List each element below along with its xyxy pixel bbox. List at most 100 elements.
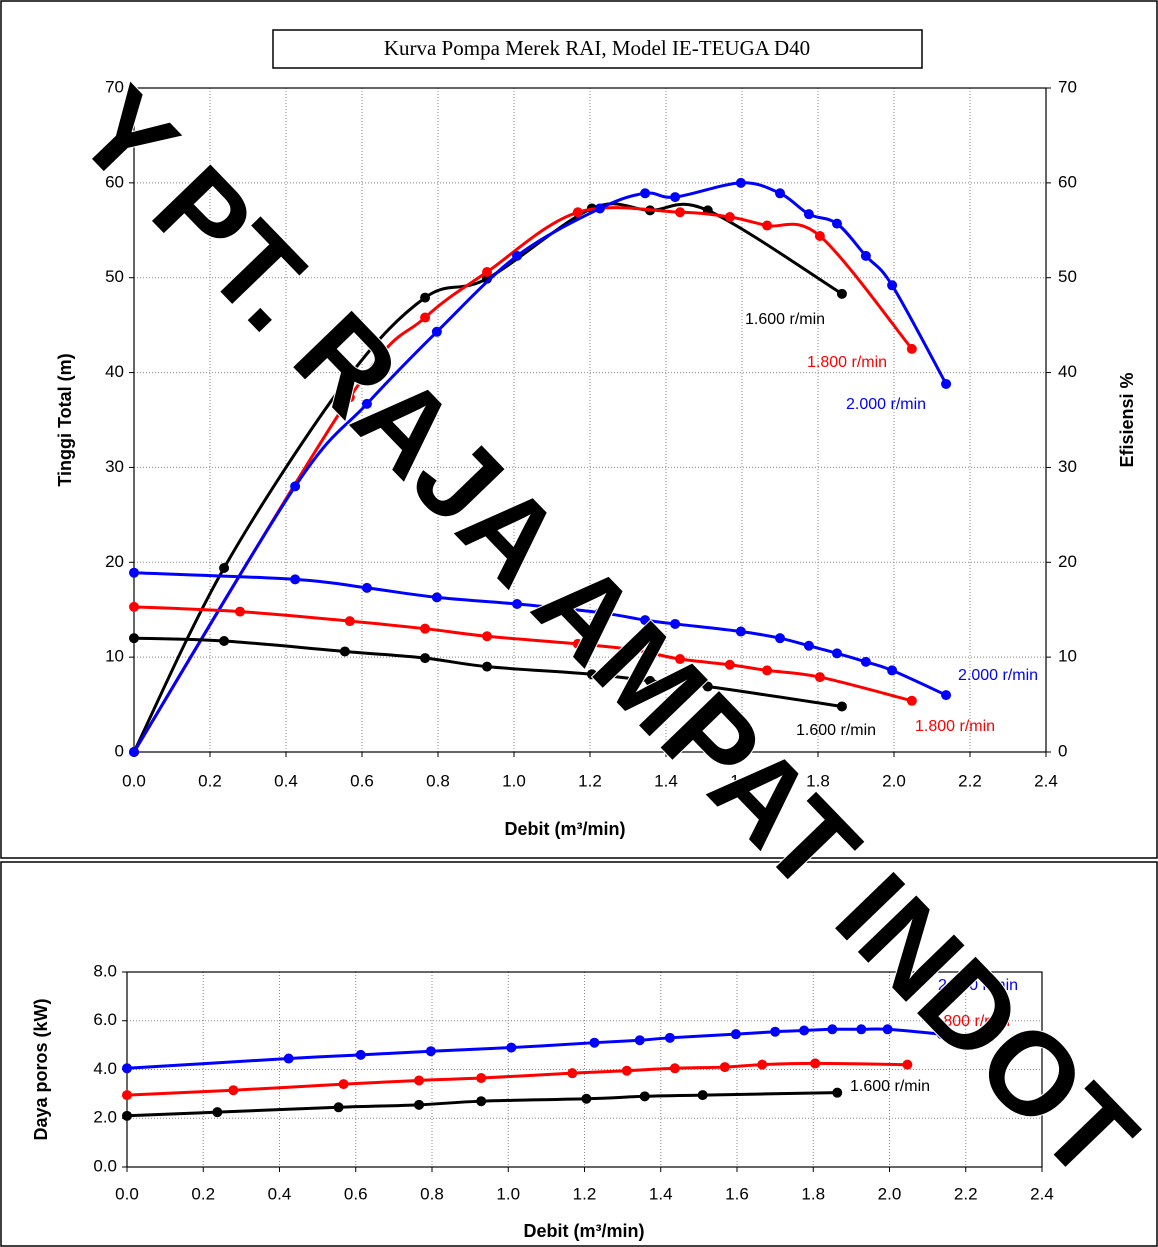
y-axis-title: Tinggi Total (m): [55, 353, 75, 486]
data-point: [512, 250, 523, 261]
data-point: [129, 601, 139, 612]
series-label: 1.600 r/min: [850, 1078, 930, 1095]
x-tick-label: 0.4: [268, 1184, 292, 1203]
data-point: [476, 1096, 487, 1107]
y2-tick-label: 10: [1058, 647, 1077, 666]
data-point: [594, 203, 605, 214]
data-point: [290, 481, 301, 492]
y-tick-label: 40: [105, 362, 124, 381]
data-point: [129, 633, 139, 644]
data-point: [675, 654, 686, 665]
data-point: [219, 636, 230, 647]
data-point: [941, 378, 952, 389]
x-tick-label: 0.2: [191, 1184, 215, 1203]
series-label: 1.600 r/min: [796, 722, 876, 739]
data-point: [735, 626, 746, 637]
y2-tick-label: 60: [1058, 172, 1077, 191]
plot-area: [134, 88, 1046, 752]
data-point: [906, 343, 917, 354]
y-tick-label: 8.0: [93, 961, 117, 980]
data-point: [906, 695, 917, 706]
data-point: [339, 377, 350, 388]
data-point: [506, 1042, 517, 1053]
series-label: 1.600 r/min: [745, 311, 825, 328]
data-point: [572, 207, 583, 218]
data-point: [589, 1037, 600, 1048]
x-tick-label: 2.2: [954, 1184, 978, 1203]
data-point: [482, 661, 493, 672]
data-point: [936, 1029, 947, 1040]
data-point: [420, 312, 431, 323]
data-point: [420, 292, 431, 303]
y-tick-label: 70: [105, 77, 124, 96]
y2-tick-label: 20: [1058, 552, 1077, 571]
data-point: [581, 1093, 592, 1104]
data-point: [512, 599, 523, 610]
title-box: [272, 29, 923, 69]
data-point: [810, 1058, 821, 1069]
data-point: [639, 1091, 650, 1102]
x-tick-label: 1.4: [649, 1184, 673, 1203]
x-axis-title: Debit (m³/min): [524, 1221, 645, 1241]
data-point: [235, 606, 246, 617]
x-tick-label: 2.0: [882, 771, 906, 790]
data-point: [283, 1053, 294, 1064]
data-point: [832, 648, 842, 659]
data-point: [122, 1110, 132, 1121]
data-point: [664, 1032, 675, 1043]
y2-tick-label: 0: [1058, 741, 1067, 760]
data-point: [882, 1024, 893, 1035]
data-point: [640, 188, 651, 199]
data-point: [567, 1068, 578, 1079]
y-tick-label: 10: [105, 647, 124, 666]
data-point: [902, 1059, 913, 1070]
data-point: [338, 1079, 349, 1090]
data-point: [941, 690, 952, 701]
series-label: 2.000 r/min: [846, 396, 926, 413]
series-label: 1.800 r/min: [930, 1013, 1010, 1030]
data-point: [670, 192, 681, 203]
data-point: [775, 633, 785, 644]
data-point: [770, 1026, 781, 1037]
data-point: [414, 1099, 425, 1110]
x-tick-label: 2.0: [878, 1184, 902, 1203]
y-tick-label: 20: [105, 552, 124, 571]
data-point: [669, 1063, 680, 1074]
data-point: [724, 659, 735, 670]
data-point: [670, 618, 681, 629]
data-point: [832, 1087, 843, 1098]
data-point: [219, 562, 230, 573]
x-tick-label: 0.0: [115, 1184, 139, 1203]
x-tick-label: 2.2: [958, 771, 982, 790]
data-point: [634, 1035, 645, 1046]
data-point: [762, 665, 773, 676]
y-tick-label: 0.0: [93, 1156, 117, 1175]
x-tick-label: 0.6: [350, 771, 374, 790]
x-tick-label: 0.2: [198, 771, 222, 790]
data-point: [860, 656, 871, 667]
y-tick-label: 60: [105, 172, 124, 191]
x-tick-label: 1.2: [573, 1184, 597, 1203]
x-tick-label: 0.0: [122, 771, 146, 790]
y-tick-label: 50: [105, 267, 124, 286]
data-point: [887, 280, 898, 291]
data-point: [228, 1085, 239, 1096]
data-point: [129, 567, 139, 578]
data-point: [212, 1107, 223, 1118]
data-point: [431, 326, 442, 337]
data-point: [122, 1063, 132, 1074]
x-tick-label: 0.8: [426, 771, 450, 790]
series-label: 1.800 r/min: [807, 354, 887, 371]
data-point: [339, 646, 350, 657]
x-tick-label: 1.6: [725, 1184, 749, 1203]
data-point: [860, 250, 871, 261]
data-point: [627, 644, 638, 655]
data-point: [355, 1049, 366, 1060]
y-tick-label: 0: [115, 741, 124, 760]
data-point: [719, 1062, 730, 1073]
data-point: [803, 640, 814, 651]
data-point: [803, 209, 814, 220]
y-tick-label: 6.0: [93, 1010, 117, 1029]
data-point: [814, 672, 825, 683]
